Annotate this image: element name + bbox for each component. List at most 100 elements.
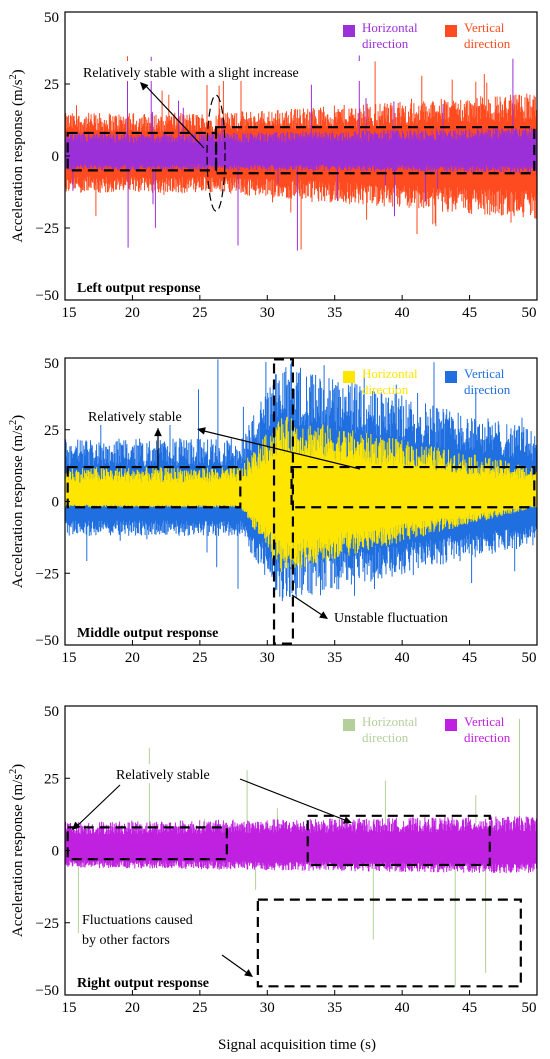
annotation-bg [110, 764, 240, 783]
stable-region-box-right [306, 814, 491, 867]
annotation-text: by other factors [82, 933, 170, 948]
legend-swatch [445, 25, 457, 37]
x-tick-label: 40 [395, 305, 410, 321]
fluctuation-region-box [256, 898, 522, 988]
legend-swatch [343, 719, 355, 731]
y-tick-label: −50 [36, 633, 59, 649]
legend-label: direction [362, 36, 409, 51]
y-tick-label: 0 [52, 844, 60, 860]
signal-group [65, 55, 537, 251]
legend-label: Horizontal [362, 20, 418, 35]
y-tick-label: 0 [52, 495, 60, 511]
legend-label: Horizontal [362, 366, 418, 381]
x-tick-label: 35 [327, 305, 342, 321]
annotation-bg [329, 607, 485, 626]
series-line-horizontal [65, 55, 537, 251]
arrow-head [319, 611, 328, 619]
legend-label: direction [464, 36, 511, 51]
x-tick-label: 25 [192, 305, 207, 321]
annotation-arrow [239, 778, 351, 823]
annotation-text: Relatively stable with a slight increase [83, 66, 299, 81]
x-tick-label: 20 [125, 305, 140, 321]
panel-title: Right output response [77, 976, 209, 991]
legend-label: Vertical [464, 366, 505, 381]
annotation-arrow [199, 429, 361, 470]
arrow-head [343, 816, 352, 824]
x-tick-label: 20 [125, 1000, 140, 1016]
stable-region-box-right [290, 465, 536, 509]
x-tick-label: 15 [62, 305, 77, 321]
y-tick-label: −25 [36, 221, 59, 237]
x-tick-label: 45 [462, 305, 477, 321]
annotation-text: Relatively stable [88, 410, 182, 425]
x-tick-label: 45 [462, 650, 477, 666]
legend-swatch [343, 371, 355, 383]
signal-group [65, 359, 537, 602]
legend-swatch [445, 719, 457, 731]
y-tick-label: 25 [44, 423, 59, 439]
y-tick-label: 0 [52, 149, 60, 165]
legend-label: Vertical [464, 20, 505, 35]
increase-region-box [214, 126, 536, 175]
x-tick-label: 35 [327, 650, 342, 666]
panel-title: Middle output response [77, 626, 218, 641]
x-tick-label: 25 [192, 1000, 207, 1016]
x-tick-label: 20 [125, 650, 140, 666]
x-tick-label: 25 [192, 650, 207, 666]
y-tick-label: 50 [44, 704, 59, 720]
annotation-bg [82, 406, 194, 425]
x-tick-label: 45 [462, 1000, 477, 1016]
x-tick-label: 35 [327, 1000, 342, 1016]
annotation-text: Fluctuations caused [82, 913, 193, 928]
transition-ellipse [206, 94, 226, 212]
annotation-text: Relatively stable [116, 768, 210, 783]
x-tick-label: 15 [62, 650, 77, 666]
y-tick-label: 25 [44, 771, 59, 787]
annotation-text: Unstable fluctuation [334, 611, 448, 626]
legend-label: direction [362, 730, 409, 745]
arrow-head [72, 821, 81, 830]
x-tick-label: 30 [260, 305, 275, 321]
legend-swatch [445, 371, 457, 383]
x-tick-label: 15 [62, 1000, 77, 1016]
y-tick-label: 50 [44, 356, 59, 372]
unstable-region-box [272, 358, 295, 645]
x-tick-label: 30 [260, 1000, 275, 1016]
legend-label: direction [464, 382, 511, 397]
legend-label: Horizontal [362, 714, 418, 729]
y-tick-label: 50 [44, 10, 59, 26]
legend-label: Vertical [464, 714, 505, 729]
y-tick-label: −25 [36, 566, 59, 582]
y-axis-label: Acceleration response (m/s2) [8, 415, 26, 588]
x-tick-label: 40 [395, 1000, 410, 1016]
stable-region-box-left [66, 465, 242, 509]
y-tick-label: −50 [36, 288, 59, 304]
annotation-arrow [291, 594, 326, 618]
arrow-head [244, 969, 253, 977]
y-tick-label: −25 [36, 916, 59, 932]
x-axis-label: Signal acquisition time (s) [218, 1037, 376, 1053]
y-tick-label: 25 [44, 77, 59, 93]
y-axis-label: Acceleration response (m/s2) [8, 69, 26, 242]
arrow-head [140, 82, 149, 91]
legend-label: direction [464, 730, 511, 745]
x-tick-label: 50 [522, 650, 537, 666]
signal-group [65, 718, 537, 988]
series-line-vertical [65, 816, 537, 874]
x-tick-label: 50 [522, 1000, 537, 1016]
annotation-arrow [75, 784, 121, 828]
y-tick-label: −50 [36, 983, 59, 999]
arrow-head [154, 428, 162, 437]
panel-title: Left output response [77, 281, 200, 296]
x-tick-label: 50 [522, 305, 537, 321]
annotation-arrow [221, 954, 251, 976]
x-tick-label: 40 [395, 650, 410, 666]
annotation-arrow [144, 84, 205, 149]
x-tick-label: 30 [260, 650, 275, 666]
arrow-head [197, 427, 206, 435]
legend-label: direction [362, 382, 409, 397]
